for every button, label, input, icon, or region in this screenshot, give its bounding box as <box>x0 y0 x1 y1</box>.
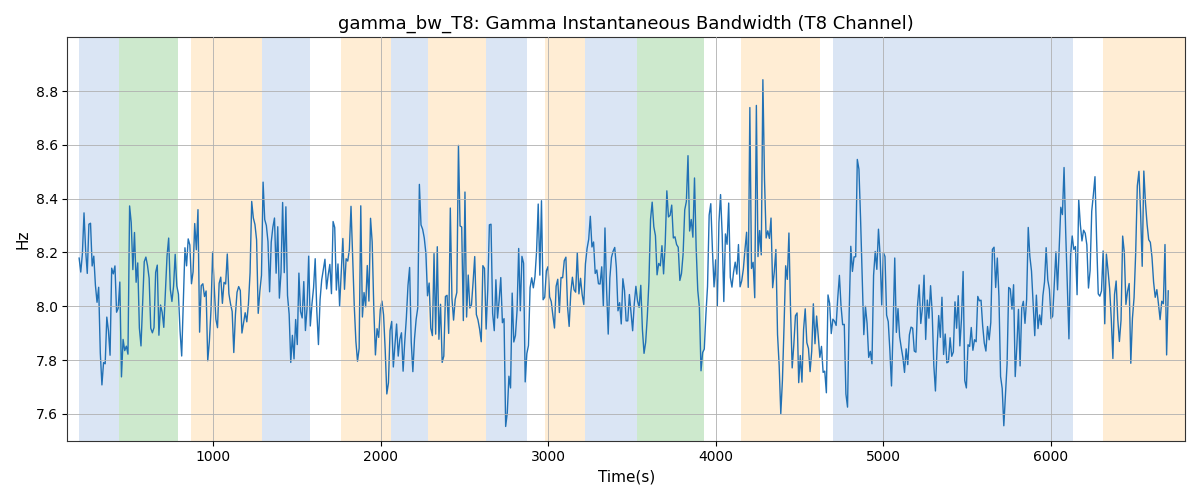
Bar <box>586 38 637 440</box>
Bar <box>119 38 178 440</box>
Bar <box>740 38 820 440</box>
Bar <box>833 38 1073 440</box>
Y-axis label: Hz: Hz <box>16 230 30 249</box>
Bar <box>79 38 119 440</box>
Bar <box>427 38 486 440</box>
X-axis label: Time(s): Time(s) <box>598 470 655 485</box>
Bar <box>191 38 262 440</box>
Bar <box>486 38 527 440</box>
Bar <box>545 38 586 440</box>
Bar <box>1103 38 1186 440</box>
Bar <box>391 38 427 440</box>
Title: gamma_bw_T8: Gamma Instantaneous Bandwidth (T8 Channel): gamma_bw_T8: Gamma Instantaneous Bandwid… <box>338 15 914 34</box>
Bar <box>341 38 391 440</box>
Bar <box>262 38 311 440</box>
Bar <box>637 38 704 440</box>
